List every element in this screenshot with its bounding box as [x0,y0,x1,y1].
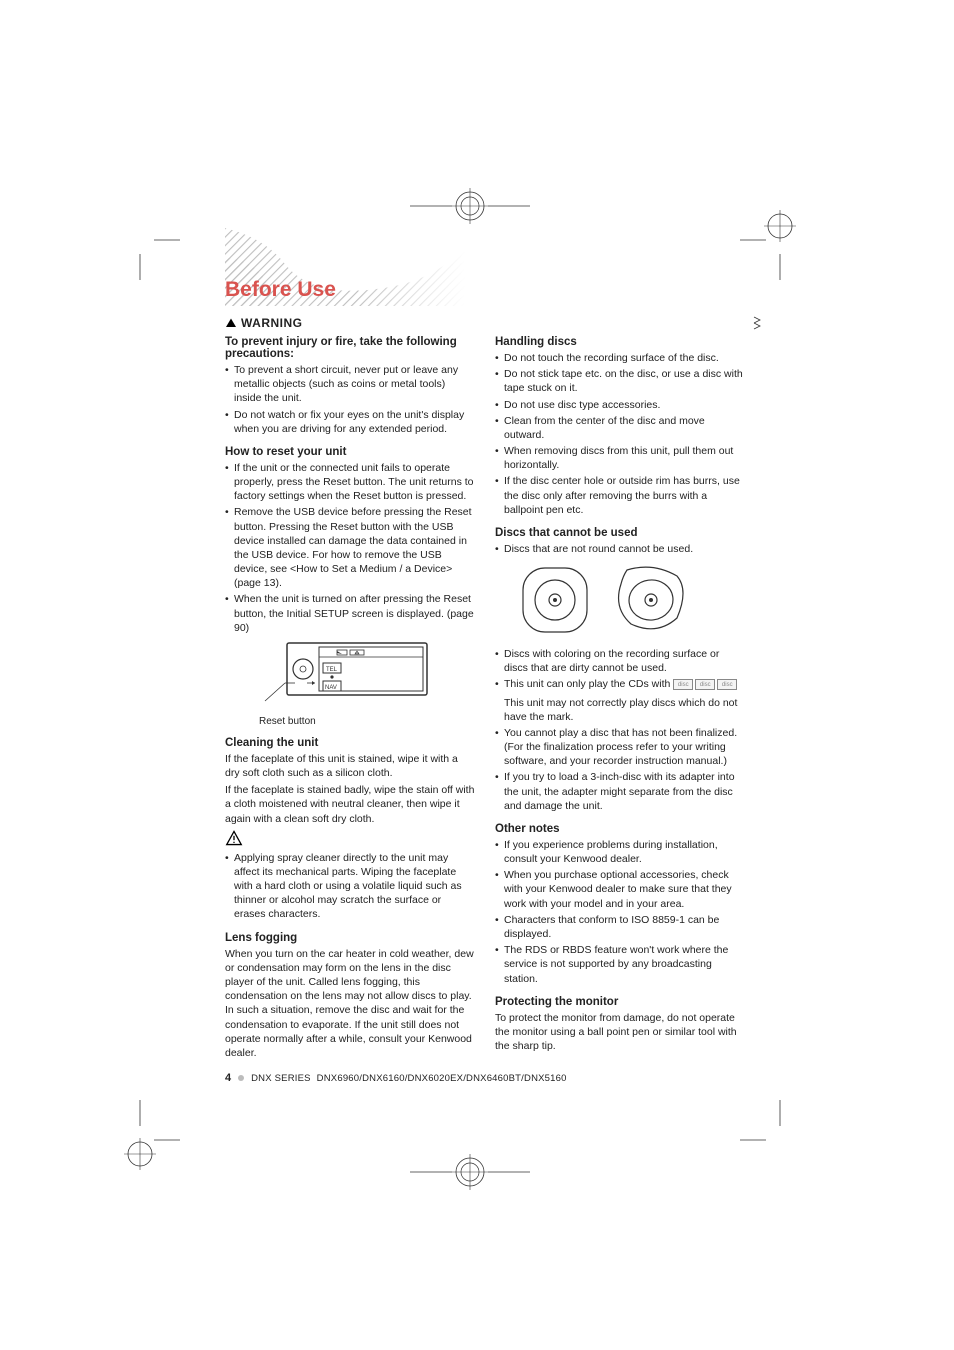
left-column: To prevent injury or fire, take the foll… [225,336,475,1063]
list-item: Characters that conform to ISO 8859-1 ca… [495,913,745,941]
section-title-cleaning: Cleaning the unit [225,737,475,749]
paragraph: If the faceplate of this unit is stained… [225,752,475,780]
list-item: Do not stick tape etc. on the disc, or u… [495,367,745,395]
registration-mark-icon [740,200,820,280]
list-item: When you purchase optional accessories, … [495,868,745,911]
cannot-lead-list: Discs that are not round cannot be used. [495,542,745,556]
paragraph: To protect the monitor from damage, do n… [495,1011,745,1054]
list-item: If the disc center hole or outside rim h… [495,474,745,517]
footer-models: DNX6960/DNX6160/DNX6020EX/DNX6460BT/DNX5… [317,1073,567,1084]
list-item: Do not watch or fix your eyes on the uni… [225,408,475,436]
list-item: You cannot play a disc that has not been… [495,726,745,769]
cannot-list-2: You cannot play a disc that has not been… [495,726,745,813]
registration-mark-icon [740,1100,820,1180]
page-number: 4 [225,1072,231,1084]
list-item: When removing discs from this unit, pull… [495,444,745,472]
registration-mark-icon [100,1100,180,1180]
list-item: Discs that are not round cannot be used. [495,542,745,556]
scissor-mark-icon [752,316,762,330]
section-title-handling: Handling discs [495,336,745,348]
list-item-text: This unit can only play the CDs with [504,678,673,690]
list-item: If you try to load a 3-inch-disc with it… [495,770,745,813]
section-title-protect: Protecting the monitor [495,996,745,1008]
list-item: Remove the USB device before pressing th… [225,505,475,590]
section-title-reset: How to reset your unit [225,446,475,458]
cd-mark-icon: disc [673,679,693,690]
cd-mark-icon: disc [695,679,715,690]
list-item: If you experience problems during instal… [495,838,745,866]
chapter-title: Before Use [225,278,745,302]
cd-mark-icon: disc [717,679,737,690]
section-title-cannot: Discs that cannot be used [495,527,745,539]
section-title-prevent: To prevent injury or fire, take the foll… [225,336,475,360]
registration-mark-icon [410,176,530,236]
footer-series: DNX SERIES [251,1073,311,1084]
page-footer: 4 DNX SERIES DNX6960/DNX6160/DNX6020EX/D… [225,1072,567,1084]
registration-mark-icon [100,200,180,280]
page-content: Before Use WARNING To prevent injury or … [225,278,745,1063]
nav-label: NAV [325,685,337,691]
other-list: If you experience problems during instal… [495,838,745,986]
paragraph: When you turn on the car heater in cold … [225,947,475,1060]
right-column: Handling discs Do not touch the recordin… [495,336,745,1063]
warning-heading: WARNING [225,316,745,330]
reset-list: If the unit or the connected unit fails … [225,461,475,635]
list-item: Discs with coloring on the recording sur… [495,647,745,675]
cannot-list: Discs with coloring on the recording sur… [495,647,745,692]
device-figure: TEL NAV Reset button [259,641,475,727]
registration-mark-icon [410,1142,530,1202]
warning-label: WARNING [241,316,303,330]
reset-button-caption: Reset button [259,716,475,727]
warning-triangle-icon [225,317,237,329]
disc-figure [517,562,745,639]
bullet-icon [237,1074,245,1082]
list-item: This unit can only play the CDs with dis… [495,677,745,691]
section-title-other: Other notes [495,823,745,835]
cleaning-note-list: Applying spray cleaner directly to the u… [225,851,475,922]
list-item: Applying spray cleaner directly to the u… [225,851,475,922]
list-item: If the unit or the connected unit fails … [225,461,475,504]
list-item: The RDS or RBDS feature won't work where… [495,943,745,986]
caution-triangle-icon [225,830,475,849]
list-item: Do not use disc type accessories. [495,398,745,412]
list-item: When the unit is turned on after pressin… [225,592,475,635]
section-title-lens: Lens fogging [225,932,475,944]
prevent-list: To prevent a short circuit, never put or… [225,363,475,436]
tel-label: TEL [326,667,338,673]
paragraph: If the faceplate is stained badly, wipe … [225,783,475,826]
cd-mark-icons: disc disc disc [673,679,737,690]
list-item: Clean from the center of the disc and mo… [495,414,745,442]
list-item: Do not touch the recording surface of th… [495,351,745,365]
cannot-subnote: This unit may not correctly play discs w… [495,696,745,724]
handling-list: Do not touch the recording surface of th… [495,351,745,517]
list-item: To prevent a short circuit, never put or… [225,363,475,406]
